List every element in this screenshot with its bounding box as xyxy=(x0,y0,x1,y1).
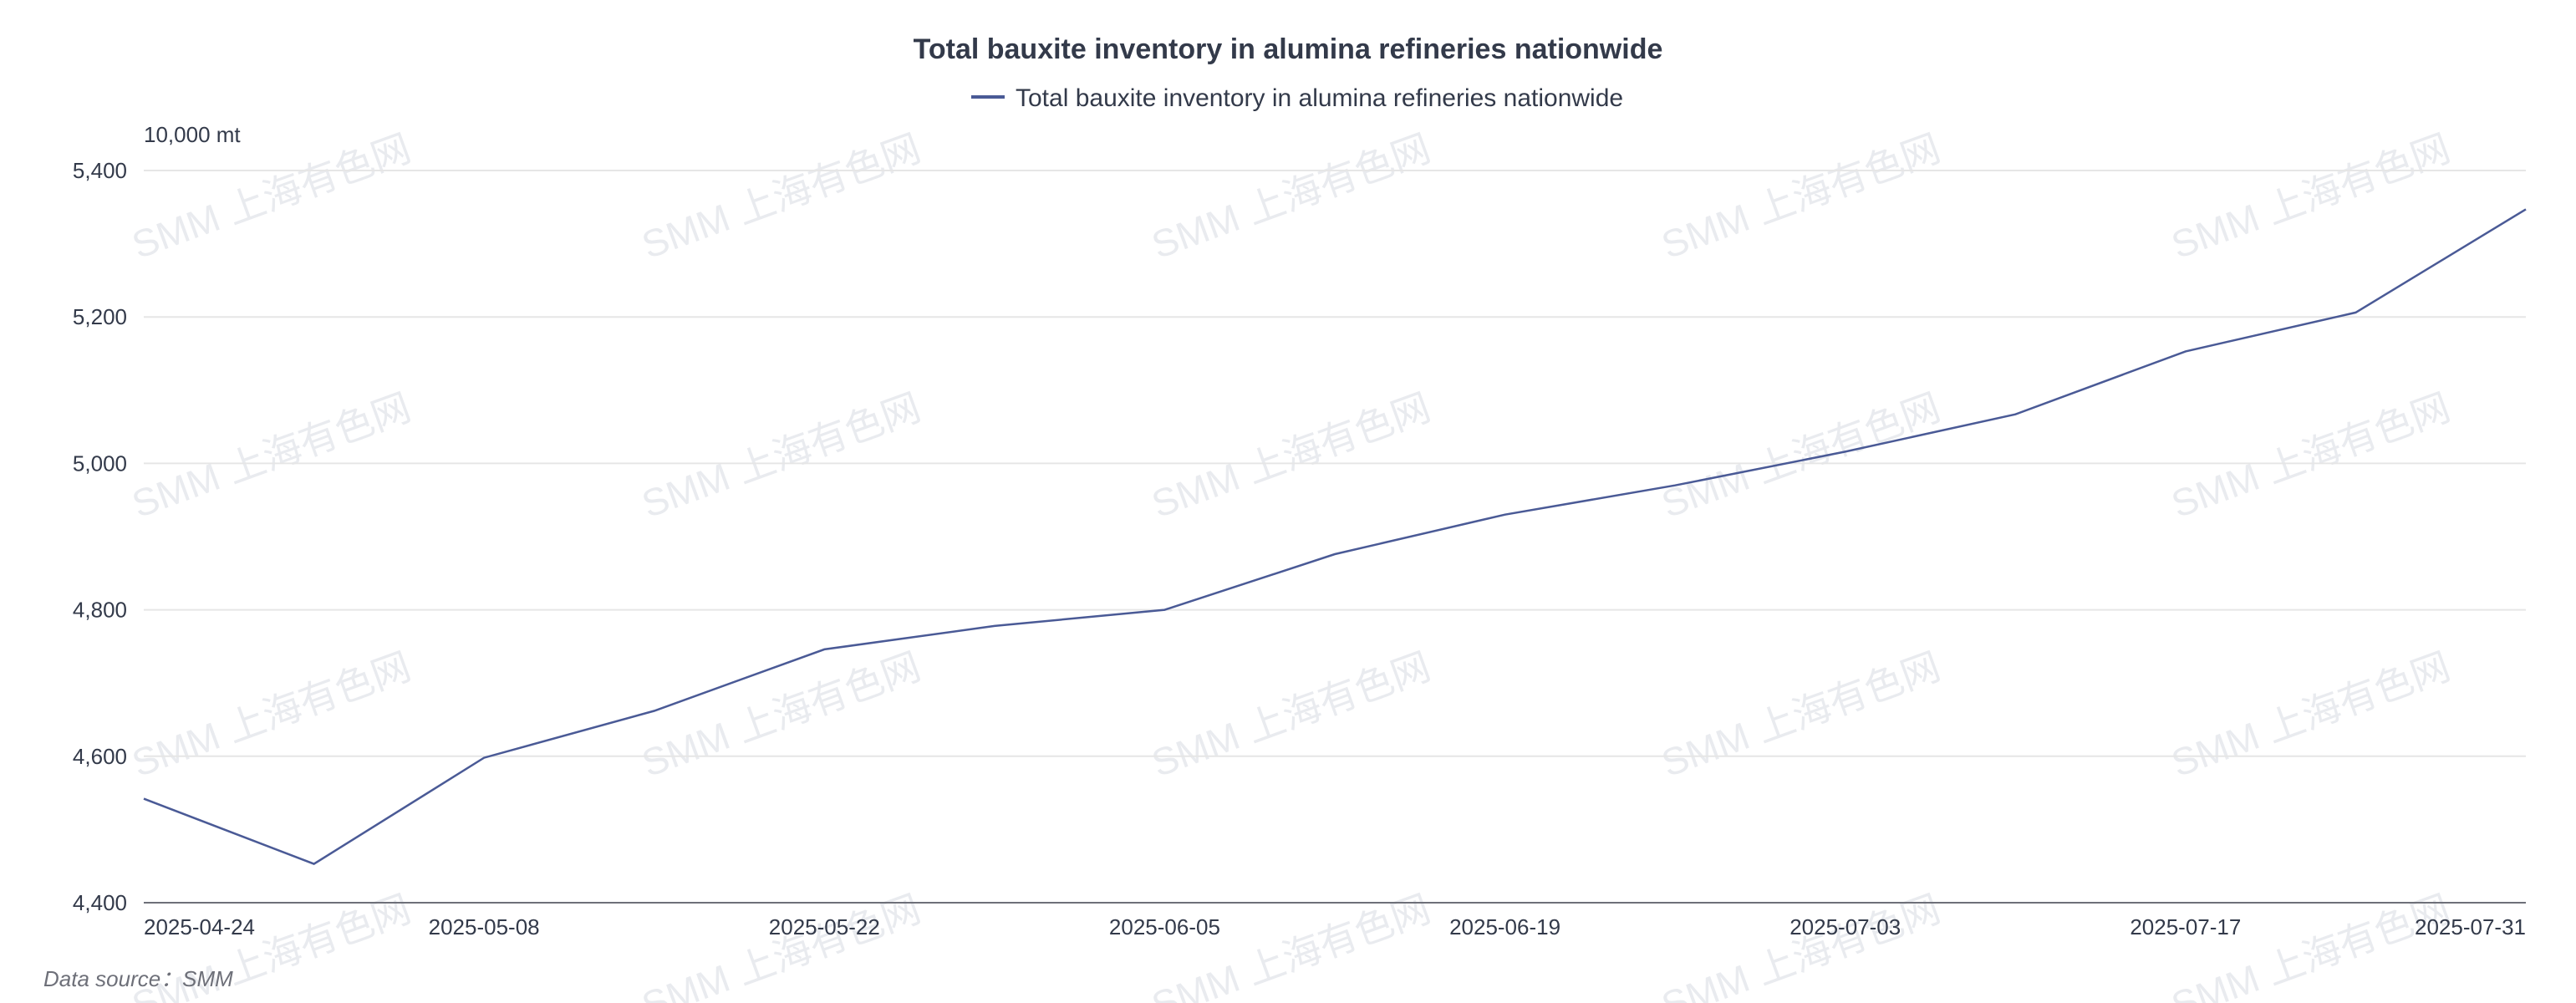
watermark-text: SMM 上海有色网 xyxy=(1656,126,1946,267)
watermark-text: SMM 上海有色网 xyxy=(1146,126,1436,267)
x-tick-label: 2025-07-03 xyxy=(1789,914,1901,939)
legend[interactable]: Total bauxite inventory in alumina refin… xyxy=(971,84,1623,112)
x-tick-label: 2025-05-22 xyxy=(769,914,880,939)
x-tick-label: 2025-05-08 xyxy=(429,914,540,939)
watermark-text: SMM 上海有色网 xyxy=(1656,887,1946,1003)
x-tick-label: 2025-07-17 xyxy=(2130,914,2241,939)
y-axis-unit: 10,000 mt xyxy=(144,122,241,147)
legend-label: Total bauxite inventory in alumina refin… xyxy=(1016,84,1623,112)
x-axis-ticks: 2025-04-24 2025-05-08 2025-05-22 2025-06-05… xyxy=(144,914,2526,939)
data-source-note: Data source：SMM xyxy=(43,966,233,991)
y-axis-ticks: 4,400 4,600 4,800 5,000 5,200 5,400 xyxy=(73,158,127,915)
series-line xyxy=(143,208,2527,865)
watermark-text: SMM 上海有色网 xyxy=(2166,887,2456,1003)
watermark-text: SMM 上海有色网 xyxy=(2166,385,2456,527)
watermark-text: SMM 上海有色网 xyxy=(1656,644,1946,786)
x-tick-label: 2025-04-24 xyxy=(144,914,255,939)
watermark-text: SMM 上海有色网 xyxy=(1656,385,1946,527)
watermark-text: SMM 上海有色网 xyxy=(636,385,926,527)
watermark-text: SMM 上海有色网 xyxy=(636,887,926,1003)
x-tick-label: 2025-06-05 xyxy=(1109,914,1220,939)
watermark-text: SMM 上海有色网 xyxy=(126,385,416,527)
x-tick-label: 2025-06-19 xyxy=(1449,914,1560,939)
watermark-text: SMM 上海有色网 xyxy=(636,126,926,267)
watermark-text: SMM 上海有色网 xyxy=(126,644,416,786)
watermark-text: SMM 上海有色网 xyxy=(1146,887,1436,1003)
grid-lines xyxy=(144,170,2526,757)
chart-title: Total bauxite inventory in alumina refin… xyxy=(914,33,1663,65)
y-tick-label: 4,600 xyxy=(73,744,127,769)
watermark-layer: SMM 上海有色网 SMM 上海有色网 SMM 上海有色网 SMM 上海有色网 SMM … xyxy=(126,126,2456,1003)
data-points xyxy=(144,209,2526,863)
x-tick-label: 2025-07-31 xyxy=(2415,914,2526,939)
watermark-text: SMM 上海有色网 xyxy=(1146,385,1436,527)
watermark-text: SMM 上海有色网 xyxy=(1146,644,1436,786)
y-tick-label: 5,000 xyxy=(73,451,127,476)
watermark-text: SMM 上海有色网 xyxy=(2166,644,2456,786)
y-tick-label: 4,400 xyxy=(73,890,127,915)
y-tick-label: 4,800 xyxy=(73,598,127,623)
y-tick-label: 5,200 xyxy=(73,304,127,329)
watermark-text: SMM 上海有色网 xyxy=(2166,126,2456,267)
y-tick-label: 5,400 xyxy=(73,158,127,183)
